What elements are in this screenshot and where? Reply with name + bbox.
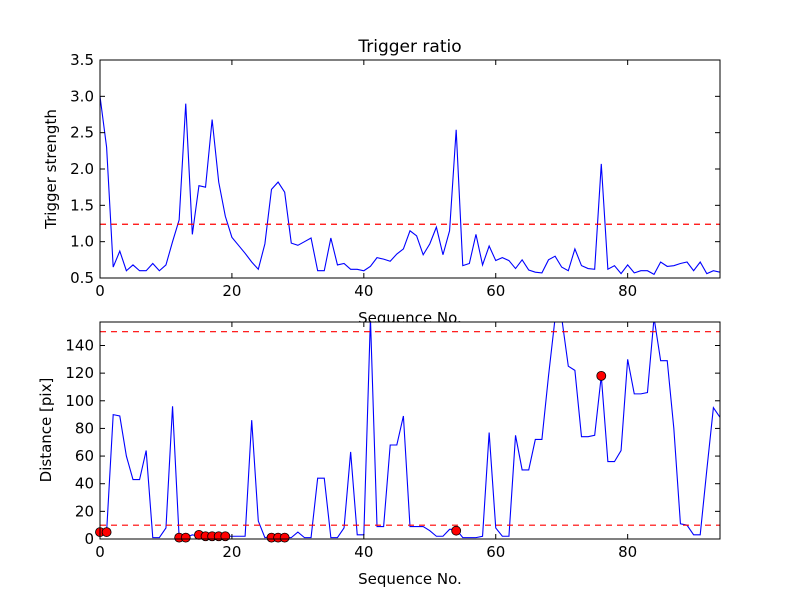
marker-point [180,532,191,543]
x-tick-label: 40 [354,543,373,561]
axes-frame [99,321,721,540]
plot-area [100,322,720,539]
y-tick-label: 3.0 [70,87,94,105]
marker-point [451,525,462,536]
x-tick-label: 20 [222,282,241,300]
y-tick-label: 120 [65,364,94,382]
y-tick-label: 1.0 [70,233,94,251]
y-axis-label: Trigger strength [42,109,60,230]
x-tick-label: 20 [222,543,241,561]
axis-ticks: 0 20 40 60 80 0 20 40 60 80 100 120 140 [65,322,720,561]
x-tick-label: 40 [354,282,373,300]
y-tick-label: 0 [84,530,94,548]
plot-area [100,60,720,278]
y-tick-label: 40 [75,475,94,493]
axis-ticks: 0 20 40 60 80 0.5 1.0 1.5 2.0 2.5 3.0 3.5 [70,51,720,300]
y-tick-label: 2.0 [70,160,94,178]
x-tick-label: 60 [486,543,505,561]
x-tick-label: 80 [618,282,637,300]
y-tick-label: 100 [65,392,94,410]
distance-panel: 0 20 40 60 80 0 20 40 60 80 100 120 140 Sequence No.… [37,321,721,588]
marker-group [95,370,607,543]
trigger-ratio-panel: 0 20 40 60 80 0.5 1.0 1.5 2.0 2.5 3.0 3.5 Trigger r… [42,37,721,327]
y-tick-label: 80 [75,419,94,437]
y-tick-label: 2.5 [70,124,94,142]
y-axis-label: Distance [pix] [37,378,55,483]
series-group [100,96,720,276]
chart-title: Trigger ratio [357,37,461,57]
x-tick-label: 0 [95,543,105,561]
marker-point [279,532,290,543]
marker-point [101,527,112,537]
y-tick-label: 1.5 [70,196,94,214]
y-tick-label: 3.5 [70,51,94,69]
y-tick-label: 140 [65,336,94,354]
x-tick-label: 80 [618,543,637,561]
marker-point [220,531,231,542]
marker-point [596,370,607,381]
y-tick-label: 20 [75,502,94,520]
series-line [100,96,720,276]
y-tick-label: 60 [75,447,94,465]
y-tick-label: 0.5 [70,269,94,287]
x-tick-label: 60 [486,282,505,300]
x-tick-label: 0 [95,282,105,300]
x-axis-label: Sequence No. [358,570,462,588]
